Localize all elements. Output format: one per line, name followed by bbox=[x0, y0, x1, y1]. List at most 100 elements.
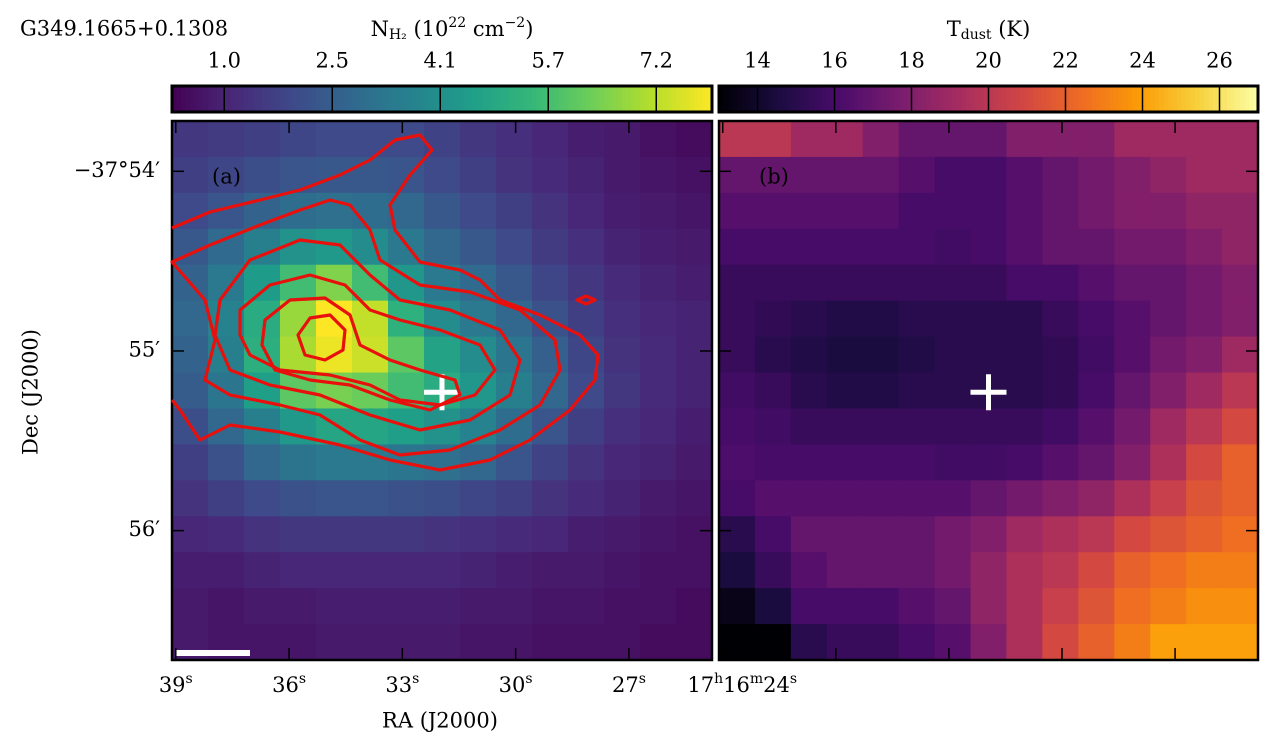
cell bbox=[898, 372, 936, 410]
beam-bar bbox=[176, 650, 250, 656]
cell bbox=[280, 264, 317, 302]
colorbar-swatch bbox=[559, 86, 565, 112]
cell bbox=[316, 228, 353, 266]
colorbar-swatch bbox=[442, 86, 448, 112]
cell bbox=[1006, 372, 1043, 410]
colorbar-tick-label: 16 bbox=[821, 49, 848, 73]
cell bbox=[568, 156, 605, 194]
cell bbox=[640, 480, 677, 517]
cell bbox=[1006, 552, 1043, 589]
cell bbox=[1078, 156, 1115, 194]
colorbar-swatch bbox=[871, 86, 877, 112]
cell bbox=[568, 516, 605, 553]
cell bbox=[790, 444, 828, 481]
colorbar-swatch bbox=[388, 86, 394, 112]
colorbar-swatch bbox=[768, 86, 774, 112]
cell bbox=[460, 516, 497, 553]
cell bbox=[316, 552, 353, 589]
cell bbox=[640, 121, 677, 158]
cell bbox=[1186, 264, 1223, 302]
cell bbox=[496, 228, 533, 266]
colorbar-swatch bbox=[1046, 86, 1052, 112]
x-tick-label: 17h16m24s bbox=[687, 671, 797, 697]
cell bbox=[790, 552, 828, 589]
colorbar-swatch bbox=[786, 86, 792, 112]
cell bbox=[1006, 300, 1043, 338]
cell bbox=[352, 121, 389, 158]
cell bbox=[898, 444, 936, 481]
colorbar-swatch bbox=[1051, 86, 1057, 112]
cell bbox=[496, 121, 533, 158]
colorbar-swatch bbox=[1087, 86, 1093, 112]
cell bbox=[1006, 588, 1043, 625]
cell bbox=[532, 552, 569, 589]
cell bbox=[280, 121, 317, 158]
cell bbox=[532, 624, 569, 661]
cell bbox=[790, 336, 828, 374]
colorbar-swatch bbox=[613, 86, 619, 112]
cell bbox=[208, 516, 245, 553]
cell bbox=[826, 156, 864, 194]
colorbar-swatch bbox=[194, 86, 200, 112]
colorbar-swatch bbox=[903, 86, 909, 112]
colorbar-swatch bbox=[649, 86, 655, 112]
cell bbox=[352, 480, 389, 517]
colorbar-swatch bbox=[577, 86, 583, 112]
cell bbox=[970, 588, 1008, 625]
cell bbox=[496, 156, 533, 194]
cell bbox=[1114, 444, 1151, 481]
colorbar-swatch bbox=[316, 86, 322, 112]
colorbar-swatch bbox=[1123, 86, 1129, 112]
cell bbox=[754, 588, 792, 625]
cell bbox=[754, 228, 792, 266]
colorbar-swatch bbox=[723, 86, 729, 112]
cell bbox=[934, 588, 972, 625]
cell bbox=[826, 121, 864, 158]
cell bbox=[898, 192, 936, 230]
cell bbox=[496, 588, 533, 625]
colorbar-swatch bbox=[460, 86, 466, 112]
cell bbox=[532, 156, 569, 194]
colorbar-swatch bbox=[988, 86, 994, 112]
cell bbox=[496, 480, 533, 517]
cell bbox=[754, 480, 792, 517]
cell bbox=[1222, 264, 1259, 302]
cell bbox=[640, 624, 677, 661]
colorbar-tick-label: 20 bbox=[975, 49, 1002, 73]
cell bbox=[208, 480, 245, 517]
x-tick-label-part: s bbox=[186, 671, 193, 687]
cell bbox=[1042, 588, 1079, 625]
cell bbox=[826, 552, 864, 589]
colorbar-tick-label: 5.7 bbox=[532, 49, 565, 73]
colorbar-tick-label: 18 bbox=[898, 49, 925, 73]
cell bbox=[1042, 264, 1079, 302]
cell bbox=[790, 624, 828, 661]
cell bbox=[532, 516, 569, 553]
colorbar-swatch bbox=[1244, 86, 1250, 112]
x-tick-label-part: 36 bbox=[272, 673, 299, 697]
colorbar-swatch bbox=[262, 86, 268, 112]
colorbar-swatch bbox=[491, 86, 497, 112]
cell bbox=[719, 300, 756, 338]
colorbar-swatch bbox=[203, 86, 209, 112]
panel-label: (b) bbox=[759, 165, 789, 189]
cell bbox=[568, 552, 605, 589]
cell bbox=[790, 588, 828, 625]
cell bbox=[790, 480, 828, 517]
cell bbox=[352, 516, 389, 553]
cell bbox=[640, 264, 677, 302]
cell bbox=[1222, 121, 1259, 158]
colorbar-swatch bbox=[822, 86, 828, 112]
cell bbox=[604, 156, 641, 194]
cell bbox=[280, 588, 317, 625]
colorbar-swatch bbox=[496, 86, 502, 112]
cell bbox=[676, 336, 713, 374]
cell bbox=[496, 192, 533, 230]
cell bbox=[1114, 480, 1151, 517]
cell bbox=[676, 372, 713, 410]
colorbar-swatch bbox=[844, 86, 850, 112]
colorbar-tick-label: 22 bbox=[1052, 49, 1079, 73]
cell bbox=[1186, 156, 1223, 194]
cell bbox=[719, 336, 756, 374]
colorbar-swatch bbox=[727, 86, 734, 112]
